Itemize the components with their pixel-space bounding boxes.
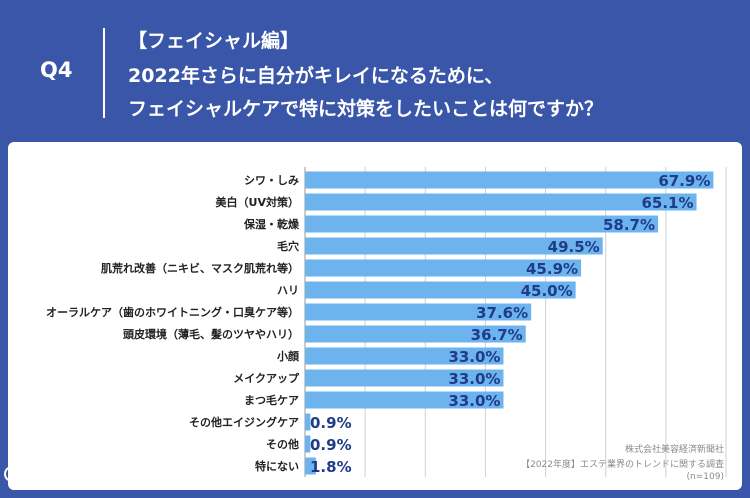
value-label: 45.0%	[521, 282, 573, 300]
value-label: 45.9%	[526, 260, 578, 278]
chart-panel: シワ・しみ 67.9% 美白（UV対策） 65.1% 保湿・乾燥 58.7% 毛穴 49.5%…	[8, 142, 742, 490]
bar	[305, 347, 504, 365]
value-label: 49.5%	[548, 238, 600, 256]
value-label: 65.1%	[641, 194, 693, 212]
source-sample-size: (n=109)	[686, 472, 724, 482]
bar	[305, 171, 714, 189]
value-label: 36.7%	[471, 326, 523, 344]
value-label: 33.0%	[448, 370, 500, 388]
brand-icon	[4, 466, 20, 482]
question-number: Q4	[40, 58, 73, 82]
category-label: オーラルケア（歯のホワイトニング・口臭ケア等）	[46, 305, 299, 319]
category-label: 頭皮環境（薄毛、髪のツヤやハリ）	[123, 327, 299, 341]
source-company: 株式会社美容経済新聞社	[624, 445, 724, 455]
bar	[305, 237, 603, 255]
source-survey: 【2022年度】エステ業界のトレンドに関する調査	[521, 460, 724, 470]
category-label: 肌荒れ改善（ニキビ、マスク肌荒れ等）	[100, 261, 299, 275]
title-category: 【フェイシャル編】	[128, 30, 300, 52]
bar	[305, 413, 311, 431]
category-label: その他	[266, 437, 299, 451]
category-label: 保湿・乾燥	[243, 217, 300, 231]
category-label: 美白（UV対策）	[216, 195, 299, 209]
bar	[305, 193, 697, 211]
category-label: シワ・しみ	[244, 174, 299, 187]
value-label: 0.9%	[310, 414, 352, 432]
category-label: その他エイジングケア	[189, 415, 299, 429]
bar	[305, 303, 532, 321]
value-label: 58.7%	[603, 216, 655, 234]
value-label: 33.0%	[448, 348, 500, 366]
bar	[305, 457, 316, 475]
bar	[305, 259, 582, 277]
header: Q4 【フェイシャル編】 2022年さらに自分がキレイになるために、 フェイシャ…	[0, 0, 750, 140]
title-line-2: フェイシャルケアで特に対策をしたいことは何ですか？	[128, 98, 604, 120]
bar	[305, 369, 504, 387]
category-label: 小顔	[276, 349, 300, 363]
brand-name: リサピー	[22, 465, 87, 484]
bar	[305, 281, 576, 299]
brand-logo: リサピー	[4, 461, 86, 485]
bar	[305, 391, 504, 409]
category-label: まつ毛ケア	[244, 393, 299, 407]
value-label: 33.0%	[448, 392, 500, 410]
category-label: 特にない	[255, 459, 299, 473]
bar	[305, 325, 526, 343]
value-label: 67.9%	[658, 172, 710, 190]
value-label: 37.6%	[476, 304, 528, 322]
value-label: 1.8%	[310, 458, 352, 476]
header-divider	[103, 28, 105, 118]
category-label: ハリ	[277, 284, 299, 297]
category-label: 毛穴	[277, 239, 299, 253]
bar-chart: シワ・しみ 67.9% 美白（UV対策） 65.1% 保湿・乾燥 58.7% 毛穴 49.5%…	[46, 167, 727, 477]
title-line-1: 2022年さらに自分がキレイになるために、	[128, 65, 504, 87]
category-label: メイクアップ	[233, 371, 300, 385]
bar	[305, 435, 311, 453]
value-label: 0.9%	[310, 436, 352, 454]
bar	[305, 215, 659, 233]
